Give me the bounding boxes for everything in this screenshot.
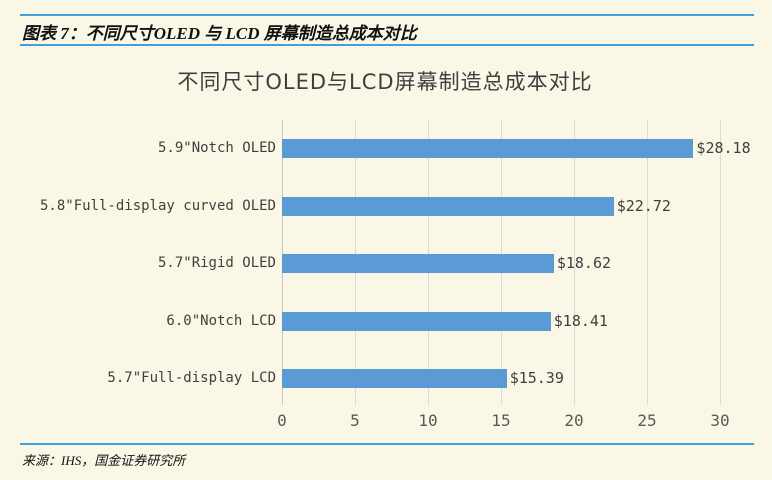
gridline [574,120,575,405]
category-label: 5.7"Full-display LCD [107,370,276,387]
x-tick-label: 5 [350,411,360,430]
bar-value-label: $22.72 [616,196,671,215]
x-tick-label: 15 [491,411,511,430]
bar [282,254,554,274]
figure-caption: 图表 7：不同尺寸OLED 与 LCD 屏幕制造总成本对比 [22,24,417,43]
x-tick-label: 0 [277,411,287,430]
x-tick-label: 30 [710,411,730,430]
gridline [647,120,648,405]
source-note: 来源：IHS，国金证券研究所 [22,453,186,468]
chart-title: 不同尺寸OLED与LCD屏幕制造总成本对比 [177,70,593,94]
category-label: 5.9"Notch OLED [157,140,276,156]
gridline [720,120,721,405]
bar-value-label: $15.39 [509,369,564,388]
header-bottom-rule [20,44,754,46]
bar [282,139,694,158]
bar [282,311,551,331]
x-tick-label: 25 [637,411,657,430]
footer-rule [20,443,754,445]
category-label: 6.0"Notch LCD [166,312,276,329]
bar-value-label: $18.62 [556,254,612,273]
bar-value-label: $18.41 [553,311,608,330]
bar [282,196,614,216]
bar-value-label: $28.18 [696,139,751,157]
category-label: 5.7"Rigid OLED [157,255,276,272]
header-top-rule [20,14,754,16]
x-tick-label: 10 [418,411,438,430]
category-label: 5.8"Full-display curved OLED [39,197,276,214]
bar [282,369,507,389]
x-tick-label: 20 [564,411,584,430]
